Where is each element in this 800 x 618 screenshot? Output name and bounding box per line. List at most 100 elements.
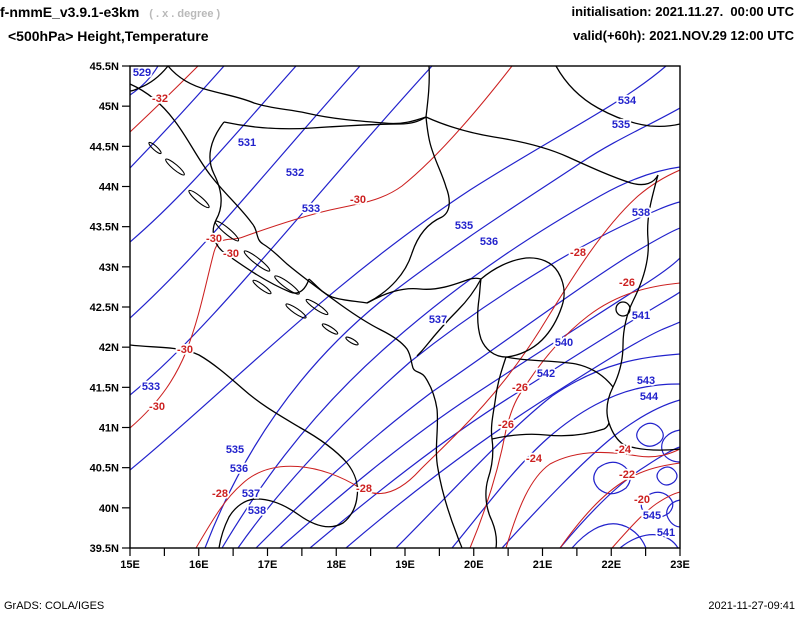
temp-contour--32 bbox=[130, 66, 199, 133]
lat-axis-label: 44N bbox=[99, 182, 119, 194]
height-contour-label: 532 bbox=[286, 167, 304, 179]
height-contour-label: 537 bbox=[429, 314, 447, 326]
temp-contour--20 bbox=[611, 491, 680, 548]
border-bosnia-east-drina bbox=[366, 116, 450, 304]
lon-axis-label: 16E bbox=[189, 559, 209, 571]
height-contour-terrain-wiggle bbox=[593, 461, 631, 495]
lon-axis-label: 17E bbox=[258, 559, 278, 571]
height-contour-terrain-wiggle bbox=[661, 429, 680, 463]
height-contour-label: 534 bbox=[618, 95, 637, 107]
island bbox=[345, 336, 359, 346]
lon-axis-label: 23E bbox=[670, 559, 690, 571]
height-contour-label: 529 bbox=[133, 67, 151, 79]
lon-axis-label: 19E bbox=[395, 559, 415, 571]
height-contour-label: 537 bbox=[242, 488, 260, 500]
temperature-contour-label: -28 bbox=[570, 247, 586, 259]
model-subtitle: ( . x . degree ) bbox=[149, 8, 221, 20]
height-contour-540 bbox=[309, 291, 680, 548]
border-albania-east bbox=[485, 356, 507, 548]
temperature-contour-label: -22 bbox=[619, 469, 635, 481]
axis-labels: 45.5N 45N 44.5N 44N 43.5N 43N 42.5N 42N 41.5N 41N… bbox=[90, 61, 690, 571]
temp-contour--28 bbox=[195, 169, 680, 548]
height-contour-539 bbox=[279, 257, 680, 548]
height-contour-532 bbox=[130, 66, 361, 319]
lat-axis-label: 44.5N bbox=[90, 141, 119, 153]
temperature-contour-label: -30 bbox=[206, 233, 222, 245]
height-contour-label: 538 bbox=[632, 207, 650, 219]
height-contour-label: 543 bbox=[637, 375, 655, 387]
height-contour-label: 533 bbox=[302, 203, 320, 215]
temperature-contour-label: -24 bbox=[526, 453, 543, 465]
lat-axis-label: 45.5N bbox=[90, 61, 119, 73]
height-contour-label: 544 bbox=[640, 391, 659, 403]
border-kosovo bbox=[477, 257, 565, 358]
height-contour-label: 531 bbox=[238, 137, 256, 149]
border-bosnia-north bbox=[223, 116, 427, 130]
height-contour-label: 535 bbox=[612, 119, 630, 131]
height-contour-label: 545 bbox=[643, 510, 661, 522]
temperature-contour-label: -30 bbox=[350, 194, 366, 206]
border-serbia-hungary bbox=[425, 66, 430, 118]
height-contour-label: 536 bbox=[480, 236, 498, 248]
height-contour-label: 542 bbox=[537, 368, 555, 380]
temp-contour--24 bbox=[505, 448, 680, 548]
border-bosnia-south bbox=[308, 278, 368, 304]
lon-axis-label: 18E bbox=[326, 559, 346, 571]
height-contour-label: 533 bbox=[142, 381, 160, 393]
lat-axis-label: 41N bbox=[99, 423, 119, 435]
coastline-adriatic-east bbox=[130, 83, 463, 548]
height-contour-538 bbox=[255, 227, 680, 548]
temperature-contour-label: -32 bbox=[152, 93, 168, 105]
island bbox=[188, 189, 210, 209]
border-macedonia-greece bbox=[491, 422, 610, 440]
temperature-contour-label: -30 bbox=[223, 248, 239, 260]
lat-axis-label: 43N bbox=[99, 262, 119, 274]
temperature-contour-label: -20 bbox=[634, 494, 650, 506]
height-contour-531 bbox=[130, 66, 297, 243]
island bbox=[274, 275, 300, 295]
height-contour-terrain-wiggle bbox=[640, 491, 674, 519]
temperature-contour-label: -26 bbox=[619, 277, 635, 289]
height-contour-541 bbox=[345, 321, 680, 548]
temperature-contour-label: -28 bbox=[212, 488, 228, 500]
temp-contour--22 bbox=[559, 462, 680, 548]
height-contour-544 bbox=[501, 399, 680, 548]
height-contours bbox=[130, 66, 680, 548]
height-contour-terrain-wiggle bbox=[636, 422, 664, 447]
height-contour-534 bbox=[130, 66, 667, 471]
valid-time: valid(+60h): 2021.NOV.29 12:00 UTC bbox=[573, 28, 794, 43]
height-contour-terrain-wiggle bbox=[666, 499, 680, 528]
lat-axis-label: 45N bbox=[99, 101, 119, 113]
border-northwest bbox=[130, 66, 169, 92]
model-title: f-nmmE_v3.9.1-e3km bbox=[0, 4, 140, 20]
temperature-contour-label: -24 bbox=[615, 444, 632, 456]
lat-axis-label: 40.5N bbox=[90, 463, 119, 475]
height-contour-label: 540 bbox=[555, 337, 573, 349]
temperature-contours bbox=[130, 66, 680, 548]
lat-axis-label: 41.5N bbox=[90, 382, 119, 394]
island bbox=[148, 141, 162, 155]
initialisation-time: initialisation: 2021.11.27. 00:00 UTC bbox=[571, 4, 794, 19]
height-contour-533 bbox=[130, 66, 433, 396]
height-contour-535 bbox=[204, 107, 680, 548]
height-contour-terrain-wiggle bbox=[656, 466, 678, 486]
axis-ticks bbox=[122, 65, 681, 556]
map-outlines bbox=[130, 66, 680, 548]
height-contour-label: 536 bbox=[230, 463, 248, 475]
temperature-contour-label: -28 bbox=[356, 483, 372, 495]
field-title: <500hPa> Height,Temperature bbox=[8, 28, 209, 44]
temp-contour--26 bbox=[469, 282, 680, 548]
lon-axis-label: 15E bbox=[120, 559, 140, 571]
grads-credit: GrADS: COLA/IGES bbox=[4, 600, 105, 612]
height-contour-labels: 529 531 532 533 533 534 535 535 535 536 536 537 537 5… bbox=[131, 65, 677, 541]
height-contour-529 bbox=[130, 66, 159, 96]
lat-axis-label: 42N bbox=[99, 342, 119, 354]
border-croatia-hungary bbox=[167, 66, 427, 125]
lat-axis-label: 39.5N bbox=[90, 543, 119, 555]
height-contour-label: 535 bbox=[226, 444, 244, 456]
lon-axis-label: 22E bbox=[601, 559, 621, 571]
height-contour-terrain-wiggle bbox=[619, 534, 679, 548]
map-frame bbox=[129, 65, 681, 549]
